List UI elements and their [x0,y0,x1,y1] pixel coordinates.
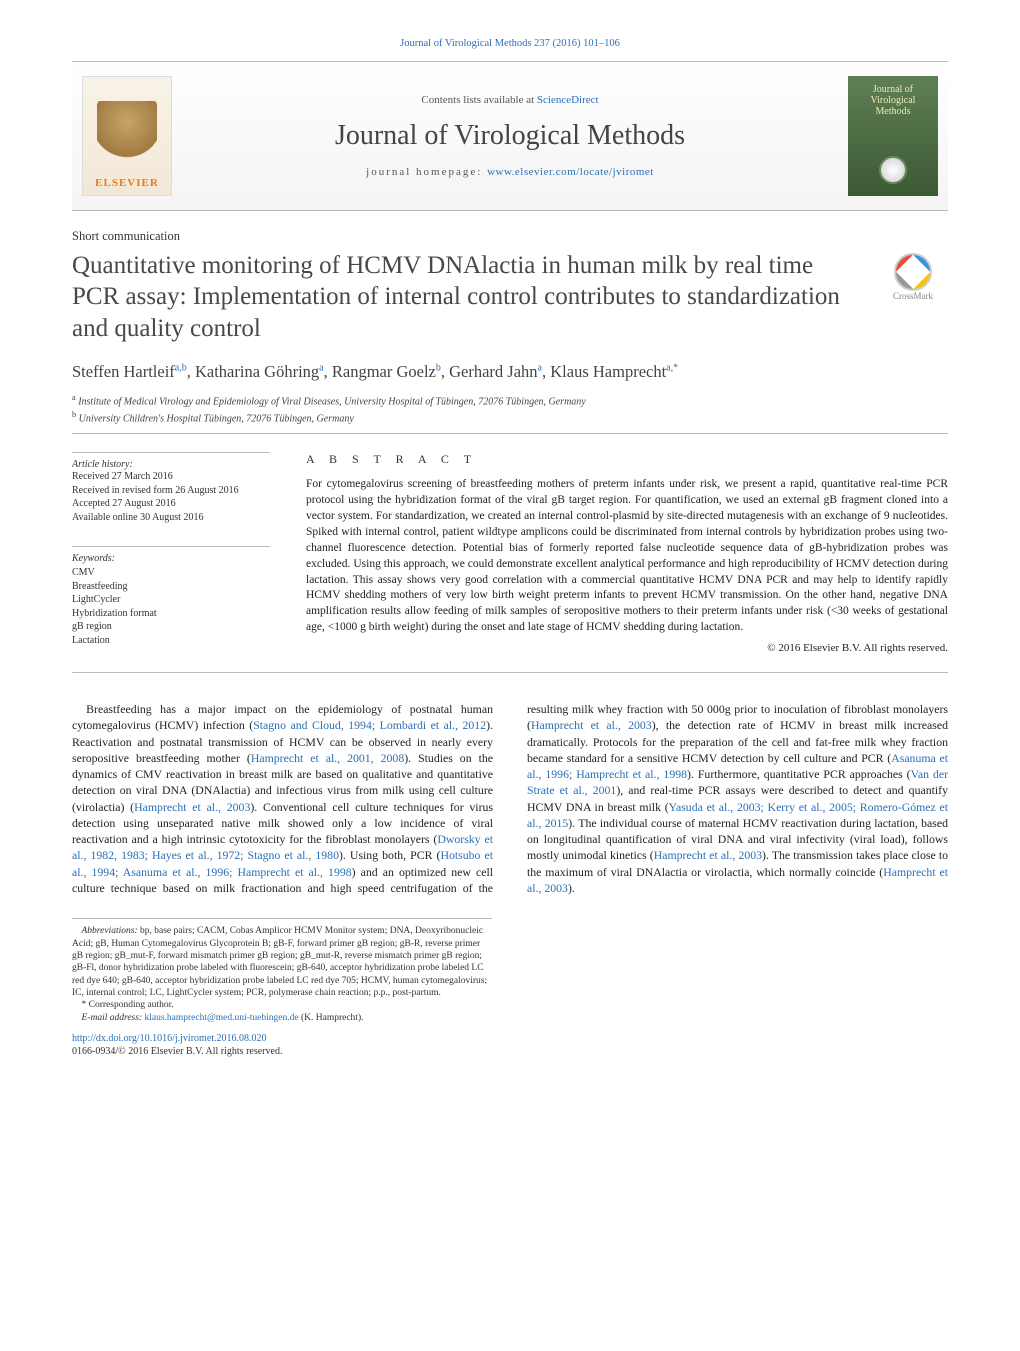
history-accepted: Accepted 27 August 2016 [72,497,270,511]
journal-name: Journal of Virological Methods [335,120,685,152]
masthead: ELSEVIER Contents lists available at Sci… [72,61,948,211]
issn-copyright: 0166-0934/© 2016 Elsevier B.V. All right… [72,1046,282,1057]
contents-lists-line: Contents lists available at ScienceDirec… [421,94,598,106]
cover-thumb-slot: Journal of Virological Methods [838,62,948,210]
text-run: ). Using both, PCR ( [339,848,440,862]
elsevier-wordmark: ELSEVIER [95,177,159,189]
keyword: Hybridization format [72,607,270,621]
text-run: ). Furthermore, quantitative PCR approac… [687,767,911,781]
contents-prefix: Contents lists available at [421,94,536,106]
crossmark-icon [894,253,932,291]
body-paragraph: Breastfeeding has a major impact on the … [72,701,948,896]
crossmark-widget[interactable]: CrossMark [878,253,948,301]
elsevier-logo[interactable]: ELSEVIER [82,76,172,196]
citation-link[interactable]: Hamprecht et al., 2003 [654,848,762,862]
affiliation-a: a Institute of Medical Virology and Epid… [72,392,948,409]
corresponding-author-note: * Corresponding author. [72,999,492,1011]
affiliation-b: b University Children's Hospital Tübinge… [72,409,948,426]
affiliation-a-text: Institute of Medical Virology and Epidem… [78,396,586,407]
doi-link[interactable]: http://dx.doi.org/10.1016/j.jviromet.201… [72,1033,267,1044]
elsevier-tree-icon [97,101,157,171]
keyword: LightCycler [72,593,270,607]
abbreviations-footnote: Abbreviations: bp, base pairs; CACM, Cob… [72,925,492,999]
running-head: Journal of Virological Methods 237 (2016… [72,38,948,49]
abstract-row: Article history: Received 27 March 2016 … [72,452,948,654]
article-section-type: Short communication [72,229,948,244]
divider [72,433,948,434]
affiliation-b-text: University Children's Hospital Tübingen,… [79,413,354,424]
cover-title: Journal of Virological Methods [852,84,934,117]
cover-lens-icon [879,156,907,184]
homepage-prefix: journal homepage: [366,166,487,178]
email-label: E-mail address: [82,1013,145,1023]
abstract-column: A B S T R A C T For cytomegalovirus scre… [306,452,948,654]
publisher-logo-slot: ELSEVIER [72,62,182,210]
keywords-block: Keywords: CMV Breastfeeding LightCycler … [72,546,270,647]
citation-link[interactable]: Hamprecht et al., 2003 [134,800,250,814]
abbrev-text: bp, base pairs; CACM, Cobas Amplicor HCM… [72,926,487,998]
keywords-heading: Keywords: [72,553,270,564]
body-text: Breastfeeding has a major impact on the … [72,701,948,896]
keyword: Breastfeeding [72,580,270,594]
citation-link[interactable]: Stagno and Cloud, 1994; Lombardi et al.,… [253,718,486,732]
article-title: Quantitative monitoring of HCMV DNAlacti… [72,250,948,344]
citation-link[interactable]: Hamprecht et al., 2001, 2008 [251,751,404,765]
divider [72,672,948,673]
abstract-copyright: © 2016 Elsevier B.V. All rights reserved… [306,642,948,654]
masthead-center: Contents lists available at ScienceDirec… [182,62,838,210]
affiliations: a Institute of Medical Virology and Epid… [72,392,948,426]
email-suffix: (K. Hamprecht). [299,1013,364,1023]
history-online: Available online 30 August 2016 [72,511,270,525]
author-list: Steffen Hartleifa,b, Katharina Göhringa,… [72,362,948,382]
keyword: Lactation [72,634,270,648]
abbrev-label: Abbreviations: [82,926,138,936]
citation-link[interactable]: Hamprecht et al., 2003 [531,718,652,732]
journal-cover-thumb[interactable]: Journal of Virological Methods [848,76,938,196]
history-revised: Received in revised form 26 August 2016 [72,484,270,498]
sciencedirect-link[interactable]: ScienceDirect [537,94,599,106]
history-heading: Article history: [72,459,270,470]
crossmark-label: CrossMark [893,291,933,301]
keyword: gB region [72,620,270,634]
homepage-link[interactable]: www.elsevier.com/locate/jviromet [487,166,654,178]
corresponding-email-link[interactable]: klaus.hamprecht@med.uni-tuebingen.de [144,1013,298,1023]
abstract-text: For cytomegalovirus screening of breastf… [306,477,948,636]
history-received: Received 27 March 2016 [72,470,270,484]
keyword: CMV [72,566,270,580]
footnotes: Abbreviations: bp, base pairs; CACM, Cob… [72,918,492,1058]
homepage-line: journal homepage: www.elsevier.com/locat… [366,166,654,178]
email-footnote: E-mail address: klaus.hamprecht@med.uni-… [72,1012,492,1024]
article-header: CrossMark Short communication Quantitati… [72,229,948,425]
doi-block: http://dx.doi.org/10.1016/j.jviromet.201… [72,1032,492,1058]
text-run: ). [568,881,575,895]
abstract-heading: A B S T R A C T [306,452,948,467]
article-info-sidebar: Article history: Received 27 March 2016 … [72,452,270,654]
